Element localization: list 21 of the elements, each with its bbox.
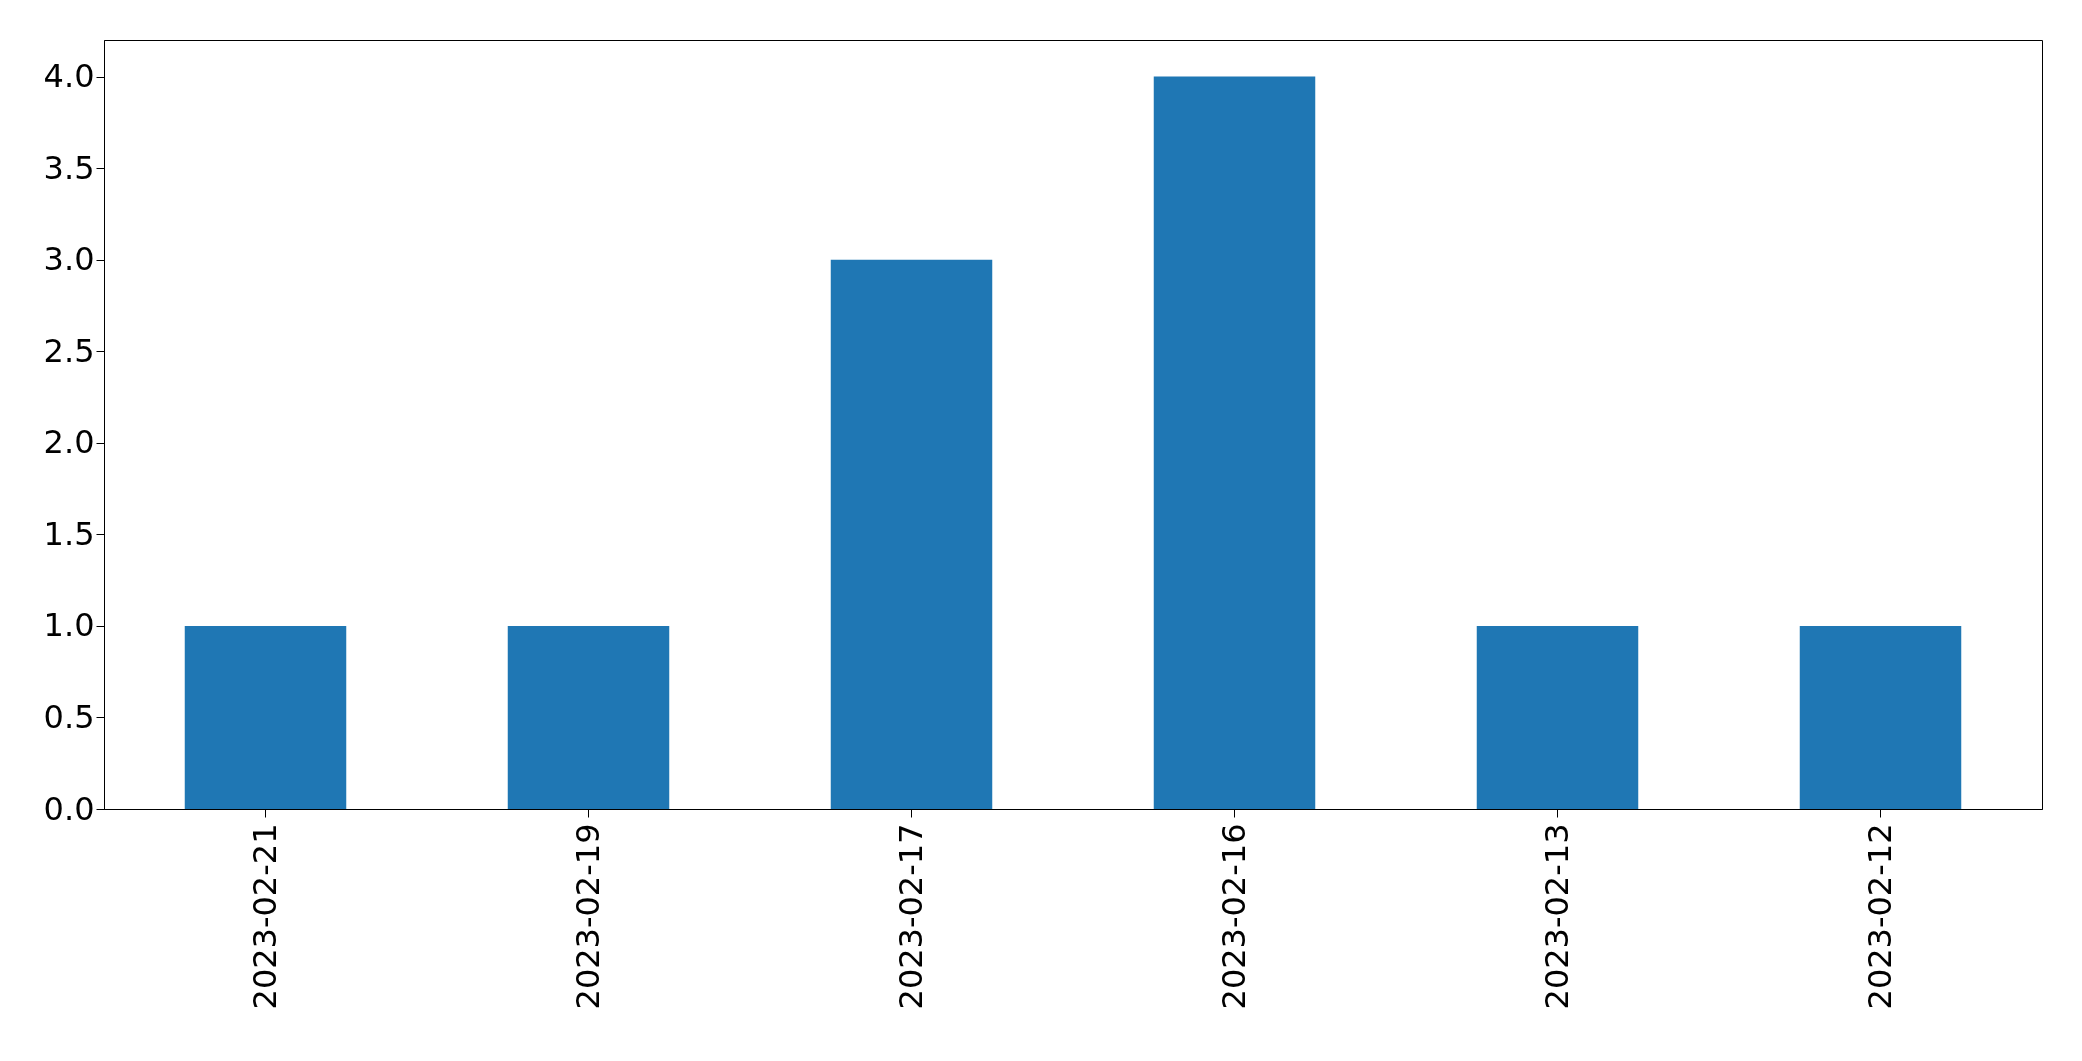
bar (1153, 76, 1316, 809)
y-tick-label: 3.0 (43, 240, 95, 279)
x-tick-label: 2023-02-17 (891, 823, 930, 1010)
bar (830, 259, 993, 809)
bar (1799, 625, 1962, 809)
y-tick-label: 3.5 (43, 148, 95, 187)
bar (507, 625, 670, 809)
x-tick-label: 2023-02-21 (245, 823, 284, 1010)
x-tick-label: 2023-02-16 (1214, 823, 1253, 1010)
y-tick-label: 1.5 (43, 514, 95, 553)
bar (1476, 625, 1639, 809)
y-tick-label: 4.0 (43, 57, 95, 96)
x-tick-label: 2023-02-19 (568, 823, 607, 1010)
y-tick-label: 0.0 (43, 789, 95, 828)
bar (184, 625, 347, 809)
y-tick-label: 2.5 (43, 331, 95, 370)
x-tick-label: 2023-02-13 (1537, 823, 1576, 1010)
y-tick-label: 0.5 (43, 697, 95, 736)
y-tick-label: 2.0 (43, 423, 95, 462)
y-tick-label: 1.0 (43, 606, 95, 645)
x-tick-label: 2023-02-12 (1860, 823, 1899, 1010)
